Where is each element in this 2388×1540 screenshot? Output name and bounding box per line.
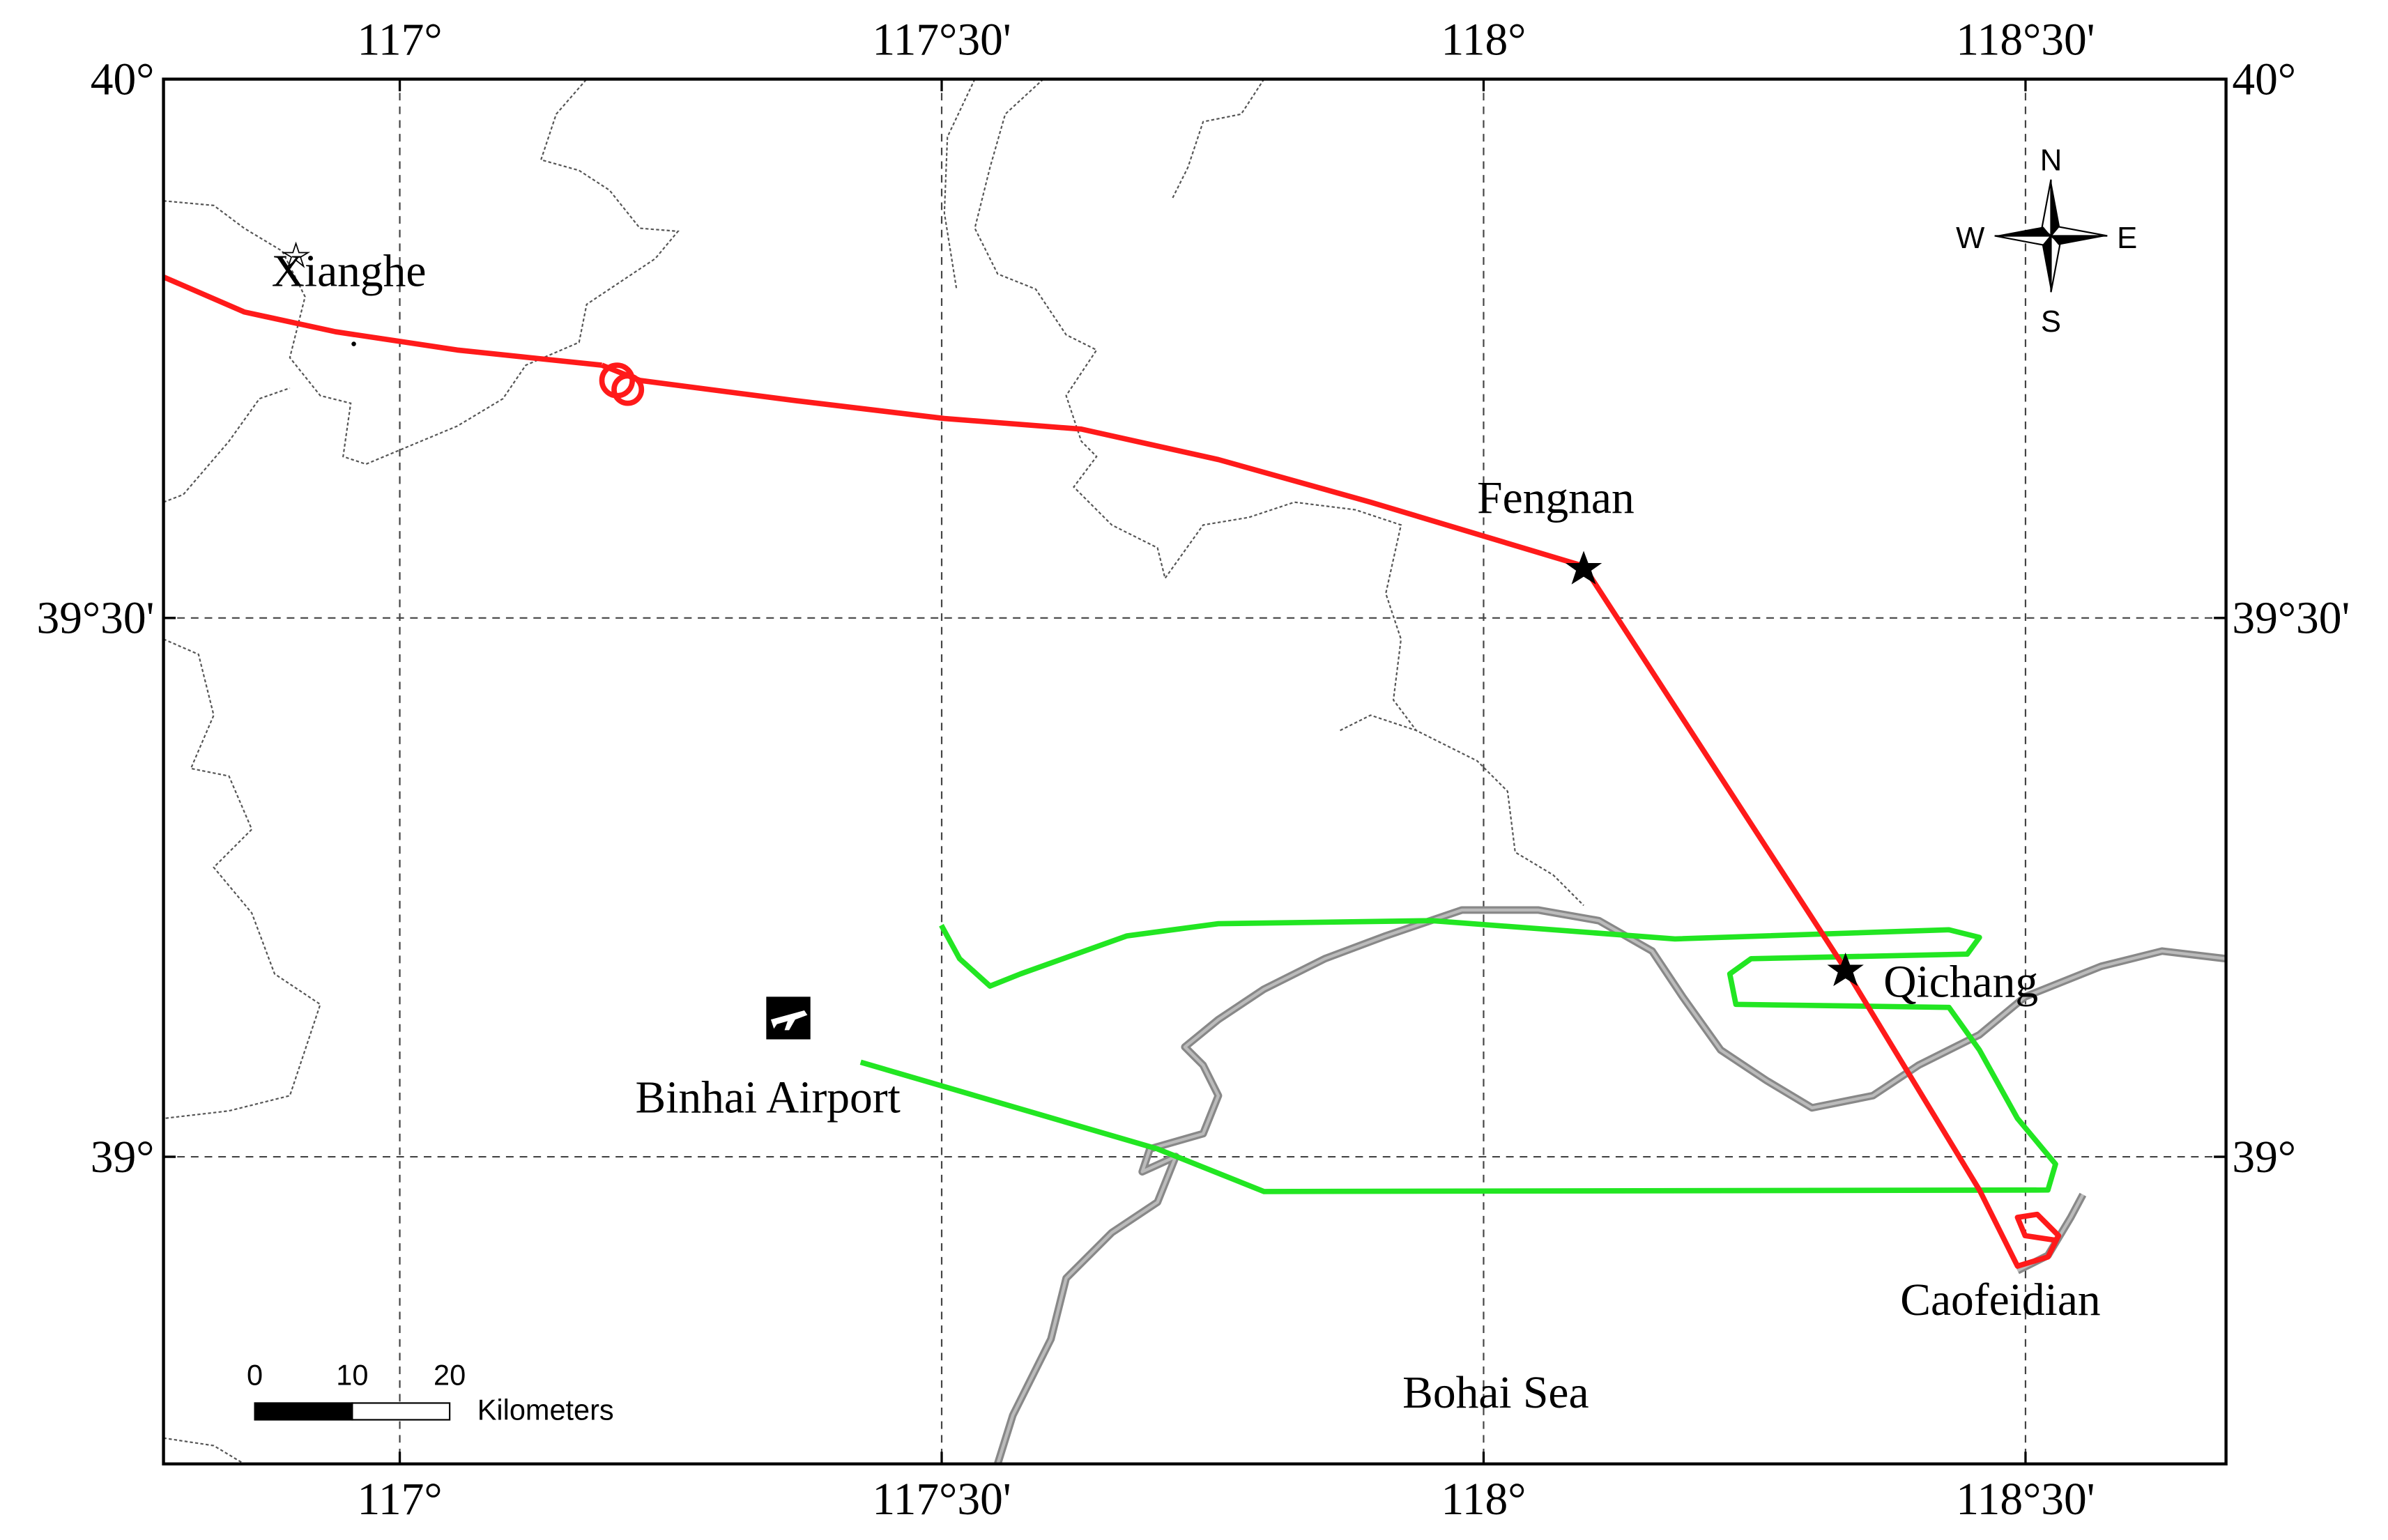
scale-label: 0 [247, 1358, 263, 1391]
compass-label: N [2040, 144, 2062, 178]
admin-boundaries [163, 78, 1584, 1465]
y-tick-label: 39°30' [36, 594, 154, 644]
scale-bar: 0 10 20 Kilometers [247, 1358, 614, 1426]
place-label: Qichang [1883, 957, 2038, 1007]
x-tick-label: 118°30' [1956, 15, 2095, 66]
compass: N S E W [1956, 144, 2137, 339]
green-track [859, 918, 2058, 1194]
x-tick-label: 117° [358, 1474, 443, 1525]
place-label: Bohai Sea [1402, 1368, 1589, 1418]
y-tick-label: 40° [2232, 54, 2296, 105]
x-tick-label: 117°30' [872, 15, 1011, 66]
red-loop [599, 362, 645, 406]
x-tick-label: 118° [1441, 1474, 1526, 1525]
y-tick-label: 39° [2232, 1132, 2296, 1183]
scale-label: 20 [434, 1358, 466, 1391]
x-tick-label: 118°30' [1956, 1474, 2095, 1525]
scale-label: 10 [336, 1358, 368, 1391]
place-label: Caofeidian [1900, 1275, 2100, 1325]
place-label: Binhai Airport [636, 1072, 901, 1123]
compass-label: S [2041, 305, 2061, 339]
place-markers [281, 241, 1864, 1040]
place-label: Xianghe [272, 247, 427, 297]
x-tick-label: 118° [1441, 15, 1526, 66]
compass-label: W [1956, 221, 1985, 255]
y-tick-label: 40° [91, 54, 155, 105]
x-tick-label: 117°30' [872, 1474, 1011, 1525]
y-tick-label: 39° [91, 1132, 155, 1183]
place-label: Fengnan [1477, 473, 1635, 523]
x-tick-label: 117° [358, 15, 443, 66]
map-frame [162, 77, 2228, 1465]
y-tick-label: 39°30' [2232, 594, 2350, 644]
scale-unit: Kilometers [477, 1393, 614, 1426]
compass-label: E [2117, 221, 2137, 255]
